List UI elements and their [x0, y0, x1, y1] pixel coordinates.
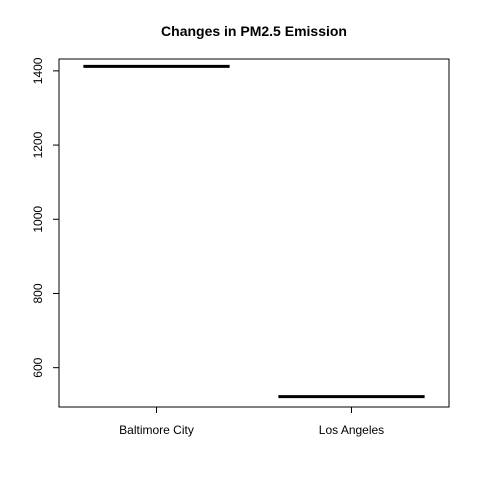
y-axis: 600 800 1000 1200 1400 — [31, 57, 59, 378]
x-tick-label: Los Angeles — [319, 423, 384, 437]
y-tick-label: 800 — [31, 283, 45, 303]
y-tick-label: 1400 — [31, 57, 45, 84]
y-tick-label: 1200 — [31, 131, 45, 158]
x-axis: Baltimore City Los Angeles — [119, 407, 384, 437]
series-marks — [83, 64, 425, 399]
plot-box — [58, 58, 450, 408]
y-tick-label: 1000 — [31, 206, 45, 233]
chart-title: Changes in PM2.5 Emission — [161, 23, 347, 39]
x-tick-label: Baltimore City — [119, 423, 194, 437]
y-tick-label: 600 — [31, 357, 45, 377]
